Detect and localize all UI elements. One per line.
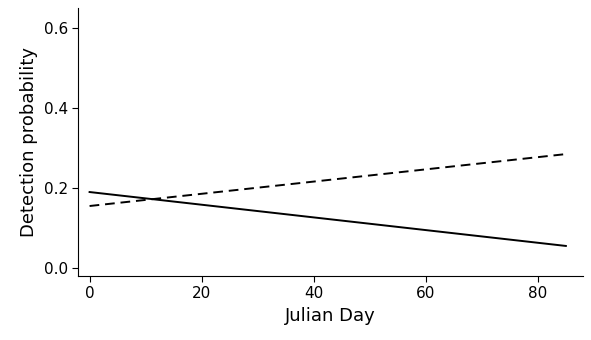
Y-axis label: Detection probability: Detection probability bbox=[20, 47, 38, 237]
X-axis label: Julian Day: Julian Day bbox=[285, 307, 376, 325]
